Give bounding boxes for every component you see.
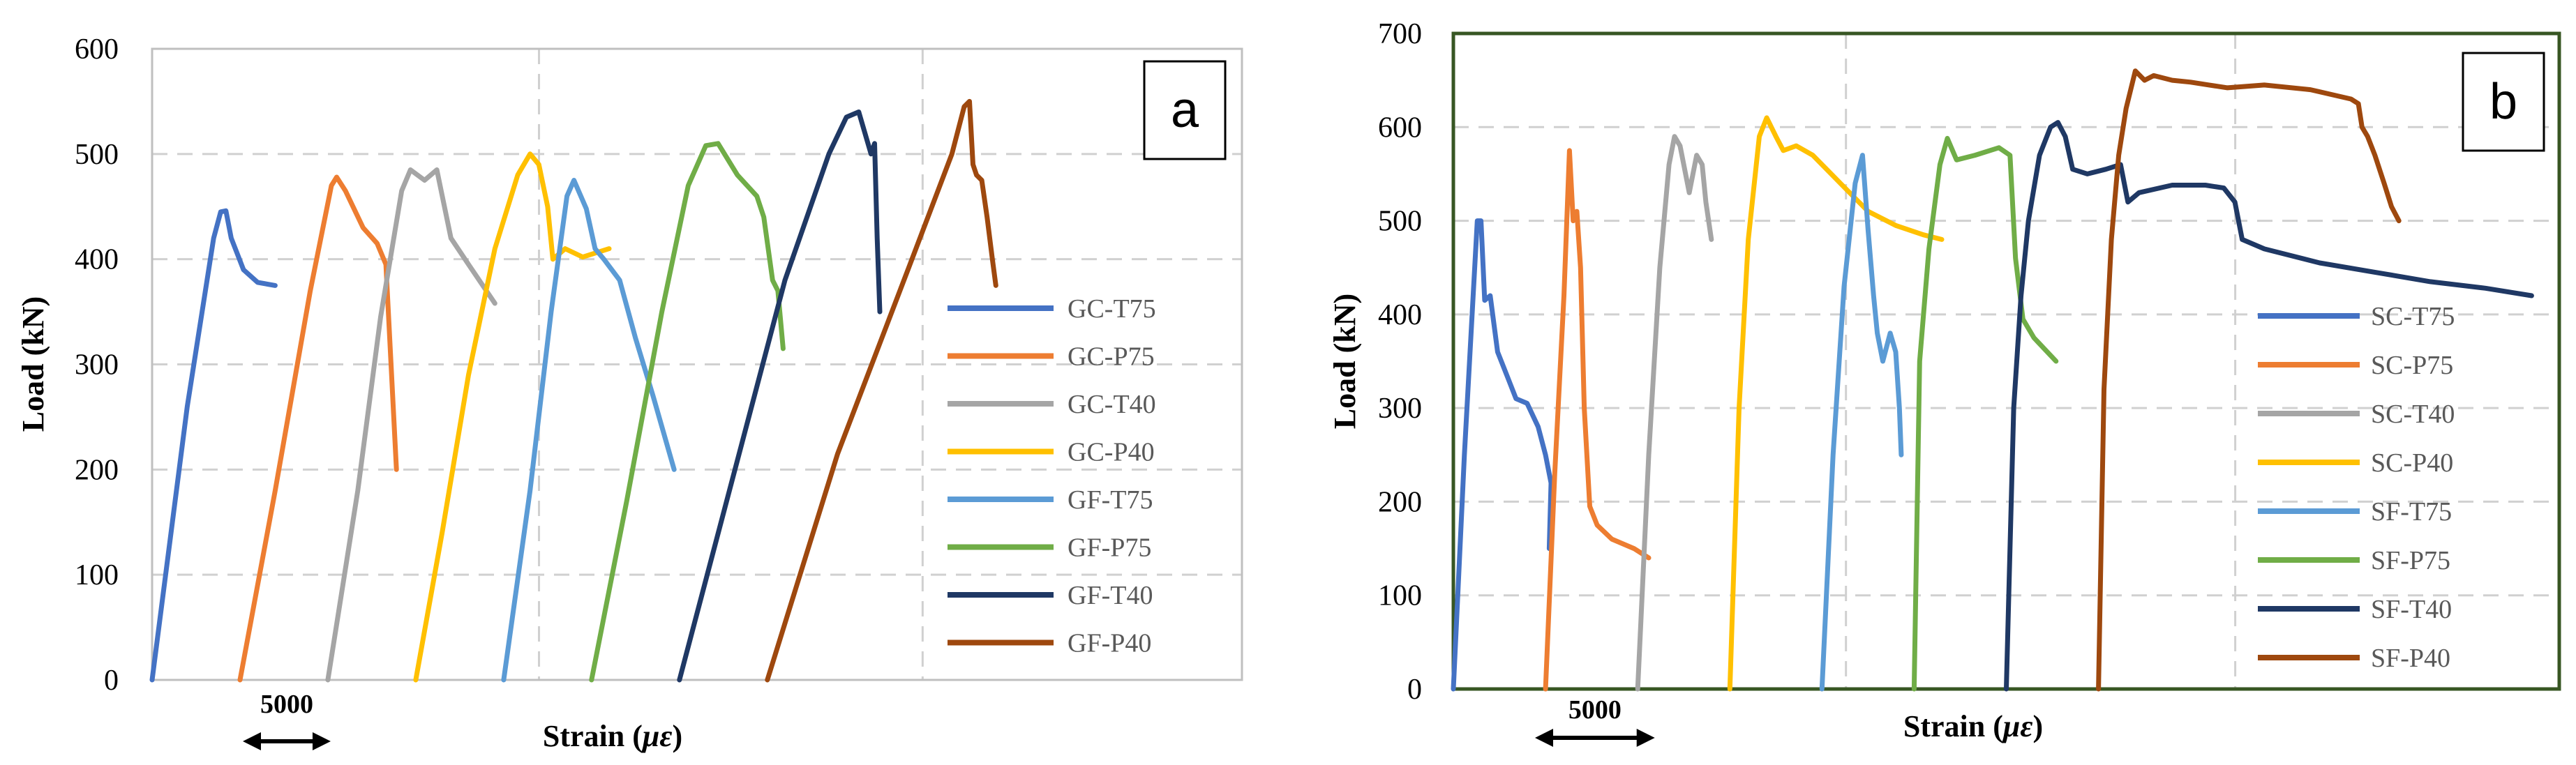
y-axis-title: Load (kN) (16, 296, 50, 432)
series-line-gf-t40 (677, 109, 883, 683)
series-line-gc-p40 (413, 151, 612, 683)
series-line-sc-t75 (1451, 218, 1554, 692)
plot-frame (151, 47, 1243, 681)
series-line-sf-p75 (1911, 135, 2059, 692)
legend-label-sc-t75: SC-T75 (2371, 302, 2455, 331)
legend-label-sf-p75: SF-P75 (2371, 546, 2450, 575)
legend-label-sf-p40: SF-P40 (2371, 644, 2450, 673)
y-tick-label: 100 (1378, 580, 1422, 612)
y-tick-label: 0 (1407, 674, 1422, 706)
panel-b-chart: 0 100 200 300 400 500 600 700 SC-T75 SC-P75 SC-T40… (1328, 18, 2561, 747)
y-tick-label: 200 (75, 454, 119, 486)
series-line-gf-t75 (501, 178, 677, 683)
y-tick-label: 300 (1378, 393, 1422, 425)
scale-bar-label: 5000 (1568, 695, 1622, 725)
y-tick-label: 500 (75, 139, 119, 171)
series-line-gc-t40 (325, 167, 497, 683)
legend-label-sc-p40: SC-P40 (2371, 448, 2453, 478)
x-axis-title: Strain (με) (1903, 709, 2043, 743)
series-line-sf-t75 (1819, 153, 1904, 692)
legend-label-gf-p40: GF-P40 (1068, 629, 1151, 658)
scale-bar-label: 5000 (260, 690, 313, 719)
legend-label-sf-t40: SF-T40 (2371, 595, 2452, 624)
series-line-sc-t40 (1635, 134, 1714, 692)
legend-label-gf-p75: GF-P75 (1068, 533, 1151, 563)
series-line-gc-t75 (149, 208, 278, 683)
series-line-gf-p40 (765, 98, 998, 683)
legend-label-gf-t40: GF-T40 (1068, 581, 1153, 610)
series-line-gf-p75 (589, 141, 786, 683)
legend-label-gc-t75: GC-T75 (1068, 294, 1156, 324)
series-line-sf-p40 (2096, 68, 2402, 692)
y-tick-label: 300 (75, 349, 119, 381)
legend-label-sf-t75: SF-T75 (2371, 497, 2452, 527)
y-tick-label: 400 (1378, 299, 1422, 331)
legend-label-gf-t75: GF-T75 (1068, 485, 1153, 515)
legend-label-gc-t40: GC-T40 (1068, 390, 1156, 419)
panel-label-box (1143, 60, 1227, 160)
legend-label-gc-p75: GC-P75 (1068, 342, 1155, 372)
y-tick-label: 600 (75, 33, 119, 66)
y-axis-title: Load (kN) (1328, 294, 1362, 429)
series-line-sc-p75 (1543, 148, 1652, 692)
panel-label: a (1171, 82, 1199, 138)
y-tick-label: 700 (1378, 18, 1422, 50)
y-tick-label: 500 (1378, 206, 1422, 238)
series-line-sf-t40 (2004, 120, 2534, 692)
legend-label-gc-p40: GC-P40 (1068, 438, 1155, 467)
scale-bar-arrow-right (1636, 729, 1655, 747)
legend-label-sc-p75: SC-P75 (2371, 351, 2453, 380)
series-line-gc-p75 (237, 174, 399, 683)
y-tick-label: 200 (1378, 486, 1422, 518)
panel-a-chart: 0 100 200 300 400 500 600 GC-T75 GC-P75 GC-T40 GC-… (16, 33, 1243, 753)
legend-label-sc-t40: SC-T40 (2371, 400, 2455, 429)
y-tick-label: 0 (104, 665, 119, 697)
panel-label-box (2462, 52, 2545, 152)
x-axis-title: Strain (με) (543, 719, 682, 753)
series-line-sc-p40 (1727, 115, 1945, 692)
panel-label: b (2489, 74, 2517, 130)
scale-bar-arrow-right (312, 732, 331, 750)
y-tick-label: 600 (1378, 112, 1422, 144)
scale-bar-arrow-left (1535, 729, 1553, 747)
scale-bar-arrow-left (243, 732, 261, 750)
y-tick-label: 400 (75, 244, 119, 276)
y-tick-label: 100 (75, 559, 119, 591)
